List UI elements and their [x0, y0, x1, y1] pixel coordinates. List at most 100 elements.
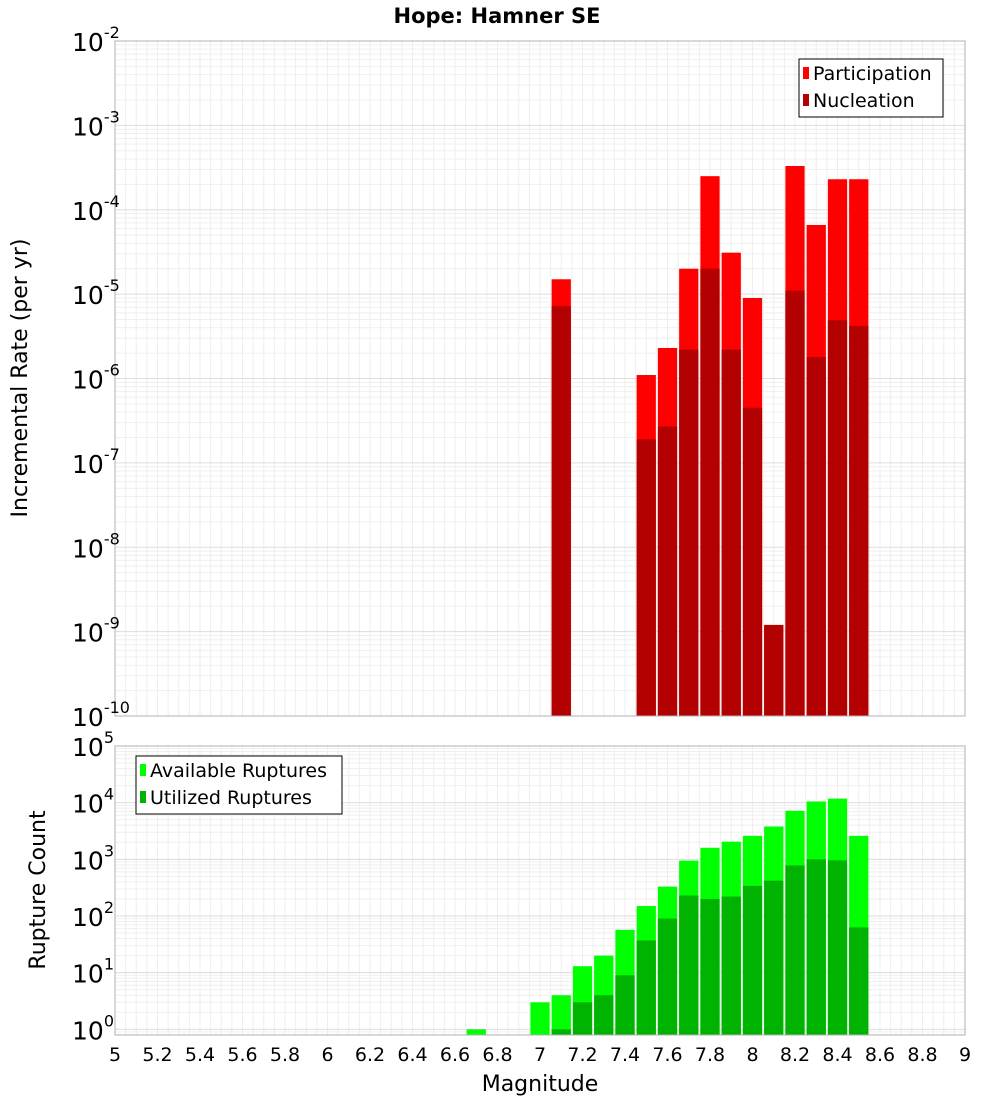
- y-tick-exponent: -7: [104, 445, 120, 464]
- legend: Available Ruptures Utilized Ruptures: [135, 755, 343, 815]
- legend-label: Nucleation: [813, 90, 915, 112]
- x-tick-label: 7.2: [567, 1044, 597, 1066]
- bar: [849, 325, 869, 716]
- y-tick-exponent: 4: [104, 785, 114, 804]
- legend-box: [798, 58, 944, 118]
- y-tick-exponent: -6: [104, 361, 120, 380]
- bar: [849, 927, 869, 1035]
- bar: [806, 859, 826, 1035]
- x-tick-label: 8.8: [907, 1044, 937, 1066]
- x-tick-label: 8.4: [822, 1044, 852, 1066]
- bar: [679, 349, 699, 716]
- bar: [466, 1029, 486, 1035]
- bar: [742, 407, 763, 716]
- bar: [551, 1029, 571, 1035]
- y-tick-exponent: -5: [104, 276, 120, 295]
- bar: [721, 349, 741, 716]
- plot-frame: [114, 745, 966, 1036]
- bar: [679, 895, 699, 1035]
- x-tick-label: 8.2: [780, 1044, 810, 1066]
- y-tick-label: 10-2: [72, 23, 120, 57]
- y-tick-exponent: -2: [104, 23, 120, 42]
- legend-swatch: [803, 67, 809, 79]
- y-tick-exponent: -9: [104, 614, 120, 633]
- y-axis-label-count: Rupture Count: [26, 810, 51, 970]
- y-tick-label: 101: [72, 955, 114, 989]
- series-nucleation: [551, 268, 869, 716]
- x-tick-label: 6.8: [482, 1044, 512, 1066]
- bar: [636, 439, 656, 716]
- y-tick-exponent: 2: [104, 898, 114, 917]
- bar: [615, 975, 635, 1035]
- series-utilized-ruptures: [551, 859, 869, 1035]
- bar: [785, 290, 805, 716]
- bar: [764, 880, 784, 1035]
- y-tick-exponent: -8: [104, 529, 120, 548]
- legend-swatch: [803, 94, 809, 106]
- x-tick-label: 6: [321, 1044, 333, 1066]
- x-tick-label: 6.4: [397, 1044, 427, 1066]
- grid: [114, 41, 966, 717]
- x-tick-label: 8: [746, 1044, 758, 1066]
- bar: [764, 624, 784, 716]
- bar: [785, 865, 805, 1035]
- chart-title: Hope: Hamner SE: [394, 4, 601, 28]
- y-axis-label-rate: Incremental Rate (per yr): [8, 239, 33, 518]
- legend-swatch: [140, 764, 146, 776]
- x-tick-label: 5.4: [185, 1044, 215, 1066]
- y-tick-label: 10-5: [72, 276, 120, 310]
- y-tick-label: 10-8: [72, 529, 120, 563]
- x-tick-label: 7.4: [610, 1044, 640, 1066]
- legend-swatch: [140, 791, 146, 803]
- y-tick-exponent: -10: [104, 698, 130, 717]
- x-tick-label: 9: [959, 1044, 971, 1066]
- x-tick-label: 8.6: [865, 1044, 895, 1066]
- y-tick-label: 10-3: [72, 107, 120, 141]
- bar: [827, 860, 848, 1035]
- bar: [721, 896, 741, 1035]
- x-tick-label: 7.6: [652, 1044, 682, 1066]
- y-tick-label: 102: [72, 898, 114, 932]
- legend: Participation Nucleation: [798, 58, 944, 118]
- legend-label: Utilized Ruptures: [150, 787, 312, 809]
- bar: [657, 918, 678, 1035]
- y-tick-label: 10-10: [72, 698, 130, 732]
- x-tick-label: 5.2: [142, 1044, 172, 1066]
- y-tick-exponent: -4: [104, 192, 120, 211]
- bar: [806, 356, 826, 716]
- y-tick-exponent: 5: [104, 728, 114, 747]
- bar: [700, 268, 720, 716]
- y-tick-label: 10-6: [72, 361, 120, 395]
- y-tick-label: 103: [72, 841, 114, 875]
- bar: [572, 1002, 593, 1035]
- y-tick-label: 105: [72, 728, 114, 762]
- legend-label: Available Ruptures: [150, 760, 327, 782]
- bar: [657, 426, 678, 716]
- bar: [742, 885, 763, 1035]
- y-tick-label: 10-7: [72, 445, 120, 479]
- x-tick-labels: 5 5.2 5.4 5.6 5.8 6 6.2 6.4 6.6 6.8 7 7.2 7.4 7.6 7.8 8…: [109, 1044, 971, 1066]
- x-axis-label: Magnitude: [482, 1072, 599, 1097]
- y-tick-label: 10-4: [72, 192, 120, 226]
- bar: [827, 320, 848, 716]
- x-tick-label: 7.8: [695, 1044, 725, 1066]
- y-tick-label: 104: [72, 785, 114, 819]
- bar: [700, 898, 720, 1035]
- x-tick-label: 7: [534, 1044, 546, 1066]
- y-tick-label: 100: [72, 1011, 114, 1045]
- legend-box: [135, 755, 343, 815]
- y-tick-exponent: -3: [104, 107, 120, 126]
- legend-label: Participation: [813, 63, 932, 85]
- bar: [530, 1002, 550, 1035]
- y-tick-exponent: 1: [104, 955, 114, 974]
- x-tick-label: 5: [109, 1044, 121, 1066]
- y-tick-label: 10-9: [72, 614, 120, 648]
- plot-panel-1: 10-10 10-9 10-8 10-7 10-6 10-5 10-4 10-3 10-2 Par…: [72, 23, 966, 732]
- x-tick-label: 5.6: [227, 1044, 257, 1066]
- bar: [551, 306, 571, 716]
- y-tick-exponent: 3: [104, 841, 114, 860]
- bar: [551, 995, 571, 1035]
- bar: [636, 940, 656, 1035]
